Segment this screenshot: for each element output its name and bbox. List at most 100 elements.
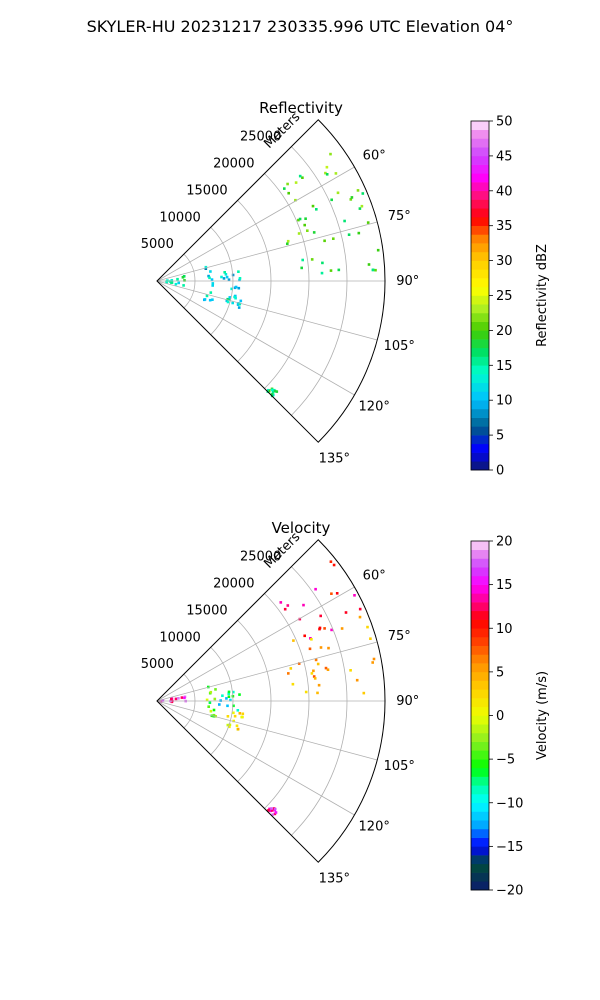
colorbar-segment	[471, 628, 489, 638]
data-region	[279, 560, 362, 640]
data-cell	[204, 265, 208, 269]
colorbar-segment	[471, 129, 489, 139]
data-cell	[319, 614, 322, 618]
data-cell	[227, 278, 231, 281]
data-cell	[283, 607, 287, 611]
colorbar-segment	[471, 216, 489, 226]
colorbar-segment	[471, 715, 489, 725]
colorbar-tick-label: −5	[496, 753, 515, 768]
colorbar-segment	[471, 182, 489, 192]
colorbar: 0 5 10 15 20 25 30 35 40 45 50 Reflectivity dBZ	[470, 115, 550, 479]
data-cell	[374, 268, 377, 272]
grid-radial	[156, 586, 355, 702]
data-cell	[312, 675, 316, 678]
colorbar-segment	[471, 199, 489, 209]
data-cell	[279, 601, 283, 604]
data-cell	[316, 691, 319, 695]
polar-panel-velocity: Velocity500010000150002000025000Meters60…	[141, 519, 550, 899]
data-cell	[371, 661, 374, 664]
data-cell	[371, 268, 375, 272]
data-cell	[273, 807, 277, 811]
data-cell	[323, 627, 326, 630]
colorbar-segment	[471, 251, 489, 261]
data-cell	[304, 690, 308, 694]
colorbar-segment	[471, 785, 489, 795]
data-cell	[225, 275, 229, 279]
colorbar-segment	[471, 295, 489, 305]
data-cell	[274, 811, 278, 814]
data-cell	[228, 723, 232, 727]
colorbar-segment	[471, 243, 489, 253]
data-cell	[226, 704, 229, 708]
grid-radial	[156, 221, 378, 282]
data-cell	[207, 705, 210, 708]
data-cell	[308, 647, 312, 651]
data-cell	[238, 278, 241, 282]
colorbar-segment	[471, 208, 489, 218]
colorbar-segment	[471, 724, 489, 734]
data-cell	[211, 282, 215, 285]
colorbar-segment	[471, 408, 489, 418]
data-region	[203, 265, 215, 302]
colorbar-segment	[471, 426, 489, 436]
data-cell	[316, 662, 320, 666]
data-cell	[297, 218, 300, 222]
data-cell	[236, 709, 240, 712]
colorbar-segment	[471, 863, 489, 873]
grid-radial	[156, 280, 355, 396]
data-cell	[226, 715, 230, 718]
data-cell	[298, 617, 302, 621]
data-cell	[358, 615, 362, 619]
data-cell	[181, 276, 185, 279]
colorbar-segment	[471, 881, 489, 891]
data-cell	[240, 715, 243, 719]
data-cell	[271, 388, 274, 392]
data-region	[165, 275, 186, 287]
colorbar-tick-label: 20	[496, 535, 513, 550]
data-region	[283, 152, 365, 211]
colorbar-tick-label: 5	[496, 429, 504, 444]
colorbar-segment	[471, 732, 489, 742]
data-cell	[212, 713, 216, 717]
radial-tick-label: 20000	[213, 577, 254, 592]
colorbar-segment	[471, 400, 489, 410]
data-cell	[209, 690, 213, 694]
data-cell	[306, 229, 309, 232]
data-cell	[329, 269, 333, 272]
colorbar-segment	[471, 435, 489, 445]
data-cell	[337, 268, 341, 272]
data-cell	[286, 239, 290, 243]
colorbar-segment	[471, 602, 489, 612]
data-cell	[349, 669, 352, 672]
data-cell	[235, 724, 239, 728]
colorbar-segment	[471, 190, 489, 200]
colorbar-segment	[471, 417, 489, 427]
data-cell	[225, 697, 228, 700]
colorbar-tick-label: 10	[496, 622, 513, 637]
grid-radial	[156, 166, 355, 282]
data-cell	[207, 274, 210, 278]
data-cell	[327, 646, 330, 650]
colorbar-segment	[471, 234, 489, 244]
data-cells	[165, 152, 380, 398]
data-cell	[353, 594, 356, 597]
colorbar-segment	[471, 689, 489, 699]
radial-tick-label: 5000	[141, 237, 174, 252]
data-cell	[238, 693, 241, 696]
data-cell	[267, 389, 271, 393]
colorbar-segment	[471, 121, 489, 131]
data-cell	[218, 703, 221, 706]
data-cell	[226, 297, 229, 301]
data-cell	[208, 276, 211, 280]
colorbar-segment	[471, 872, 489, 882]
data-cell	[205, 294, 209, 298]
data-cell	[304, 217, 307, 220]
data-cell	[271, 390, 275, 394]
data-cell	[286, 182, 289, 186]
data-cell	[319, 646, 323, 649]
data-cell	[324, 666, 328, 670]
colorbar-segment	[471, 304, 489, 314]
colorbar-segment	[471, 593, 489, 603]
data-cell	[233, 295, 236, 299]
data-cell	[324, 171, 327, 175]
